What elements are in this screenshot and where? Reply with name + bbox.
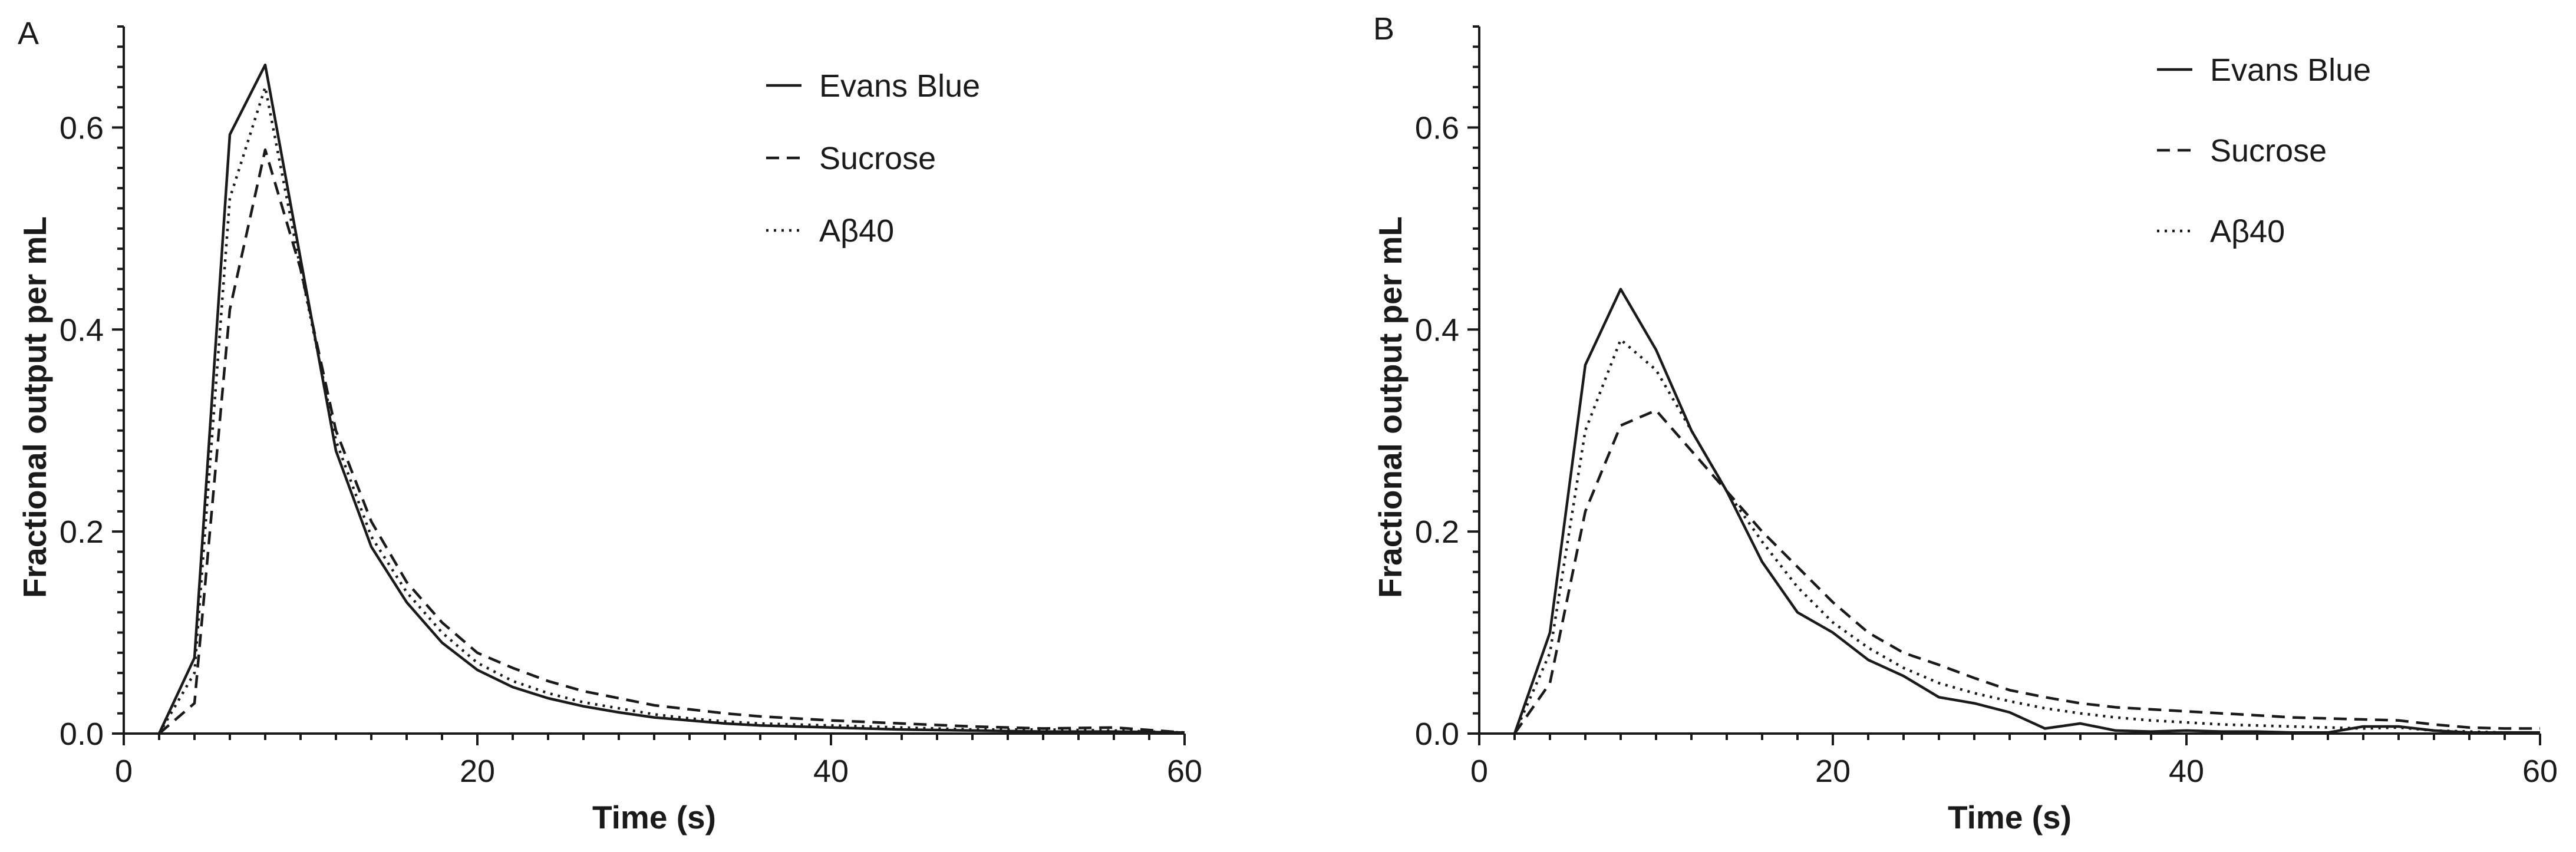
y-tick-label: 0.4 — [60, 312, 104, 348]
series-line-dashed — [1513, 409, 2540, 735]
y-tick-label: 0.4 — [1415, 312, 1459, 348]
x-tick-label: 0 — [115, 754, 133, 789]
x-axis-title: Time (s) — [1948, 799, 2072, 836]
series-line-solid — [1513, 288, 2540, 734]
series-line-dotted — [158, 85, 1185, 735]
axes: 0 20 40 60 0.0 0.2 0.4 0.6 — [1415, 25, 2558, 789]
x-tick-label: 20 — [1815, 754, 1851, 789]
panel-a: A Fractional output per mL Time (s) 0 20 4… — [17, 16, 1202, 836]
y-tick-label: 0.0 — [60, 716, 104, 752]
legend-label: Aβ40 — [2210, 214, 2285, 249]
y-axis-title: Fractional output per mL — [17, 216, 53, 598]
legend-label: Evans Blue — [819, 68, 980, 104]
x-tick-label: 40 — [2169, 754, 2204, 789]
y-tick-label: 0.6 — [1415, 110, 1459, 146]
legend-label: Sucrose — [819, 141, 936, 176]
plot-area — [1513, 288, 2540, 735]
legend-label: Sucrose — [2210, 133, 2327, 169]
legend: Evans Blue Sucrose Aβ40 — [2157, 52, 2371, 249]
legend-label: Evans Blue — [2210, 52, 2371, 88]
x-axis-title: Time (s) — [592, 799, 716, 836]
series-line-solid — [157, 63, 1185, 734]
series-line-dotted — [1513, 338, 2540, 734]
panel-letter: B — [1373, 11, 1394, 47]
plot-area — [157, 63, 1185, 735]
legend: Evans Blue Sucrose Aβ40 — [766, 68, 980, 249]
panel-b: B Fractional output per mL Time (s) 0 20 4… — [1372, 11, 2558, 836]
legend-label: Aβ40 — [819, 213, 894, 249]
x-tick-label: 20 — [460, 754, 495, 789]
x-tick-label: 60 — [2522, 754, 2558, 789]
y-axis-title: Fractional output per mL — [1372, 216, 1409, 598]
y-tick-label: 0.6 — [60, 110, 104, 146]
series-line-dashed — [158, 148, 1185, 735]
y-tick-label: 0.2 — [60, 514, 104, 550]
x-tick-label: 40 — [813, 754, 849, 789]
panel-letter: A — [18, 16, 39, 51]
x-tick-label: 60 — [1167, 754, 1202, 789]
axes: 0 20 40 60 0.0 0.2 0.4 0.6 — [60, 25, 1202, 789]
y-tick-label: 0.2 — [1415, 514, 1459, 550]
x-tick-label: 0 — [1470, 754, 1488, 789]
y-tick-label: 0.0 — [1415, 716, 1459, 752]
